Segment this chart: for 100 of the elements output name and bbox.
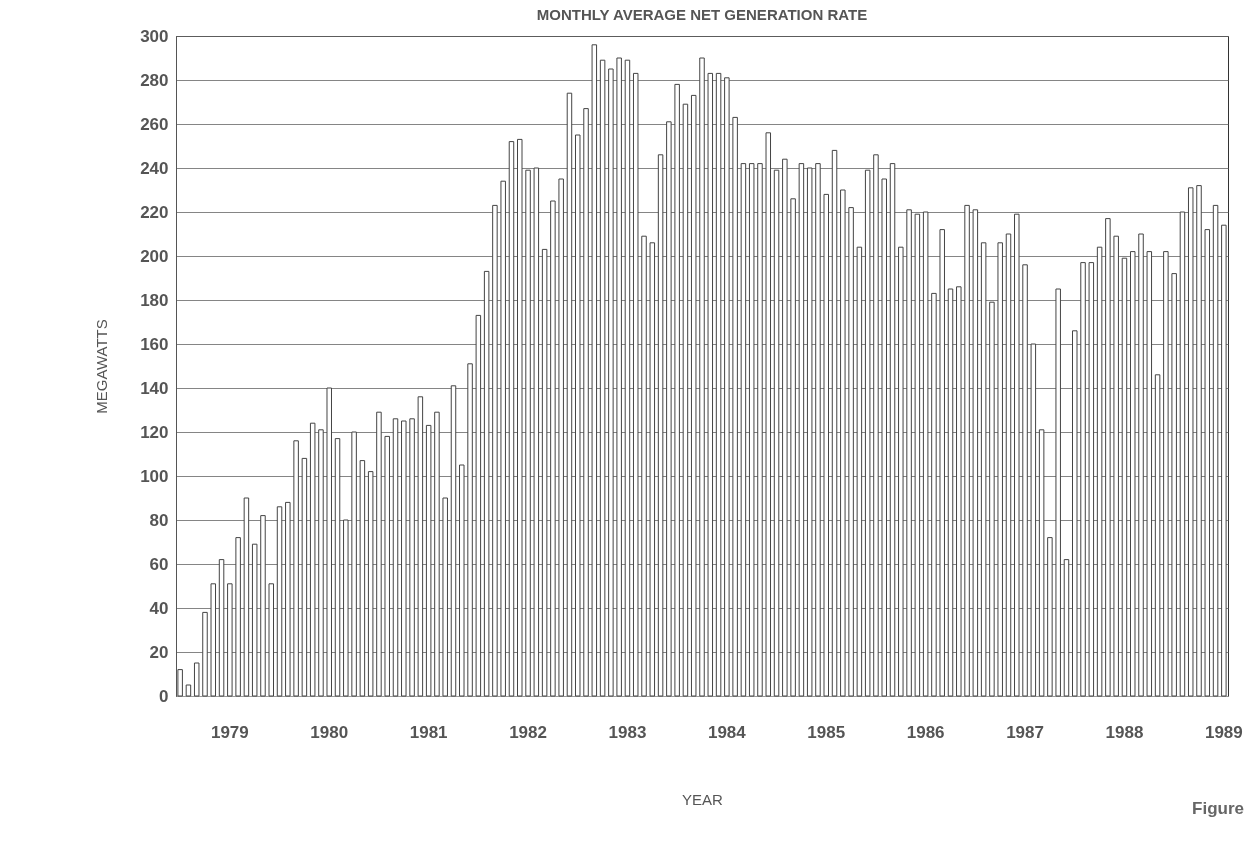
bar (1038, 429, 1045, 697)
chart-title: MONTHLY AVERAGE NET GENERATION RATE (536, 6, 868, 23)
bar (227, 583, 233, 697)
bar (964, 204, 970, 697)
bar (1022, 264, 1028, 697)
bar (442, 497, 448, 697)
bar (1005, 233, 1012, 697)
bar (558, 178, 564, 697)
bar (947, 288, 954, 697)
bar (1105, 218, 1111, 697)
x-tick-label: 1979 (210, 722, 249, 742)
x-tick-label: 1986 (906, 722, 945, 742)
bar (616, 57, 622, 697)
y-tick-label: 120 (140, 422, 169, 442)
bar (806, 167, 813, 697)
bar (873, 154, 879, 697)
bar (748, 163, 755, 697)
bar (1146, 251, 1153, 697)
bar (525, 169, 531, 697)
bar (309, 422, 316, 697)
bar (980, 242, 987, 697)
bar (864, 169, 871, 697)
y-tick-label: 240 (140, 158, 169, 178)
y-tick-label: 40 (149, 598, 169, 618)
bar (624, 59, 631, 697)
y-tick-label: 280 (140, 70, 169, 90)
bar (517, 138, 523, 697)
bar (1063, 559, 1070, 697)
bar (773, 169, 780, 697)
bar (1055, 288, 1061, 697)
bar (682, 103, 689, 697)
bar (649, 242, 656, 697)
x-tick-label: 1989 (1204, 722, 1243, 742)
bar (326, 387, 332, 697)
bar (856, 246, 863, 697)
bar (492, 204, 498, 697)
bar (351, 431, 357, 697)
x-tick-label: 1980 (310, 722, 349, 742)
bar (972, 209, 979, 697)
y-tick-label: 160 (140, 334, 169, 354)
bar (599, 59, 606, 697)
bar (724, 77, 730, 697)
bar (881, 178, 887, 697)
bar (318, 429, 324, 697)
bar (831, 149, 838, 697)
y-tick-label: 80 (149, 510, 169, 530)
bar (914, 213, 921, 697)
bar (707, 72, 714, 697)
text: Figure (1192, 799, 1244, 818)
y-tick-label: 300 (140, 26, 169, 46)
bar (989, 301, 995, 697)
bar (715, 72, 722, 697)
bar (475, 314, 482, 697)
bar (956, 286, 962, 697)
bar (285, 501, 291, 697)
bar (898, 246, 904, 697)
bar (508, 141, 515, 697)
bar (235, 537, 241, 697)
x-tick-label: 1988 (1105, 722, 1144, 742)
y-tick-label: 20 (149, 642, 169, 662)
bar (997, 242, 1003, 697)
x-tick-label: 1987 (1006, 722, 1044, 742)
x-tick-label: 1984 (707, 722, 747, 742)
bar (575, 134, 581, 697)
bar (376, 411, 382, 697)
bar (583, 108, 589, 697)
bar (798, 163, 805, 697)
bar (177, 669, 183, 697)
bar (409, 418, 415, 697)
bar (815, 163, 821, 697)
bar (450, 385, 457, 697)
bar (301, 457, 308, 697)
bar (243, 497, 250, 697)
bar (434, 411, 440, 697)
x-tick-label: 1982 (509, 722, 547, 742)
bar (674, 83, 680, 697)
bar (1030, 343, 1037, 697)
bar (1179, 211, 1186, 697)
bar (566, 92, 573, 697)
x-tick-label: 1981 (409, 722, 448, 742)
y-tick-label: 60 (149, 554, 169, 574)
bar (483, 270, 490, 697)
y-tick-label: 260 (140, 114, 169, 134)
bar (268, 583, 275, 697)
bar (732, 116, 738, 697)
bar (931, 292, 937, 697)
bar (260, 515, 266, 697)
bar (533, 167, 540, 697)
bar (690, 94, 697, 697)
bar (293, 440, 299, 697)
bar (193, 662, 200, 697)
bar (1047, 537, 1053, 697)
bar (384, 435, 390, 697)
bar (276, 506, 283, 697)
bar (840, 189, 846, 697)
bar (392, 418, 399, 697)
bar (757, 163, 763, 697)
x-tick-label: 1983 (608, 722, 647, 742)
y-tick-label: 200 (140, 246, 169, 266)
bar (185, 684, 192, 697)
